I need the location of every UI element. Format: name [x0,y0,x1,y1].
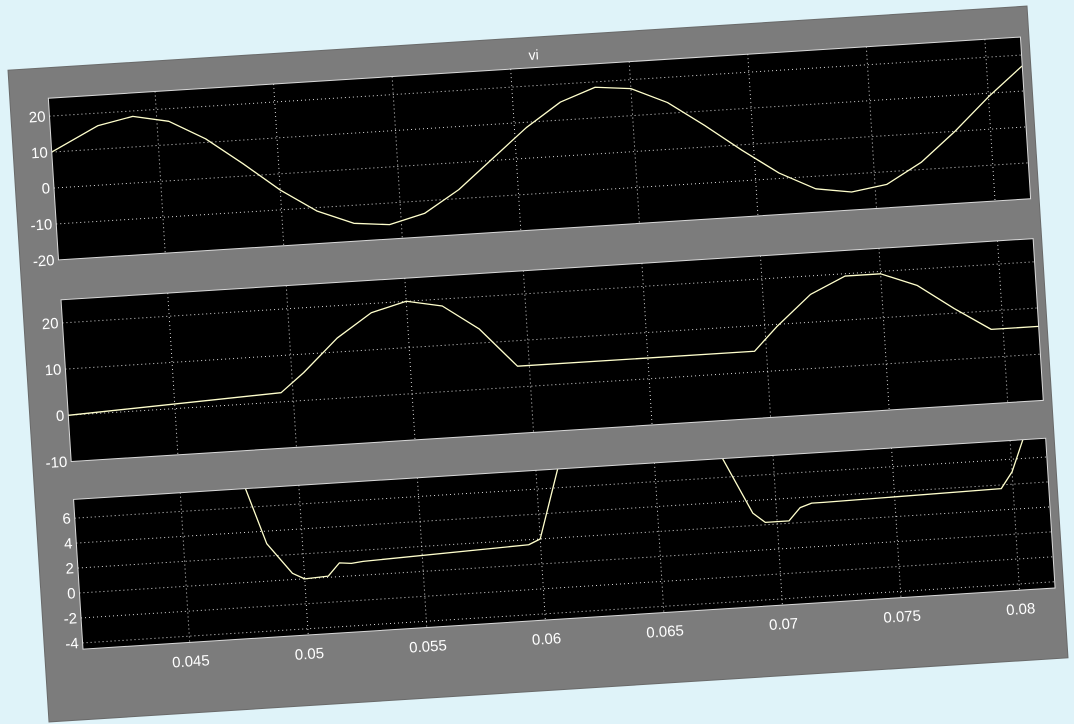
x-gridline [891,447,902,598]
x-gridline [878,248,890,411]
x-gridline [179,492,191,643]
y-tick-label: 6 [62,510,71,527]
y-tick-label: -10 [30,216,53,234]
y-tick-label: 10 [31,144,49,162]
x-gridline [997,240,1009,403]
scope-window: 20 10 0 -10 -20 vi 20 10 0 -10 6 4 2 0 -2 -4 0.045 0.05 0.… [8,6,1068,722]
x-gridline [404,278,416,440]
x-tick-label: 0.055 [409,637,448,656]
y-tick-label: 0 [67,585,76,602]
x-gridline [1009,440,1021,591]
y-tick-label: 10 [44,361,62,379]
y-tick-label: 2 [65,560,74,577]
plot-area [73,438,1056,650]
x-tick-label: 0.07 [769,615,799,634]
plot-panel-1: 20 10 0 -10 -20 vi [28,36,1032,270]
y-tick-label: -10 [45,454,68,472]
x-gridline [759,255,772,418]
x-tick-label: 0.075 [883,607,922,626]
y-tick-label: -4 [65,635,79,653]
plot-area [48,37,1031,260]
signal-trace [51,65,1023,226]
x-gridline [167,293,179,455]
x-gridline [772,455,783,606]
x-gridline [628,61,640,224]
y-tick-label: 0 [55,408,64,425]
x-gridline [865,46,877,209]
y-tick-label: 0 [41,180,50,197]
y-tick-label: -2 [63,610,77,628]
x-gridline [653,462,665,613]
x-gridline [535,470,546,621]
x-gridline [416,477,428,628]
plot-panel-3: 6 4 2 0 -2 -4 0.045 0.05 0.055 0.06 0.065 0.07 0.075… [62,437,1056,672]
x-gridline [747,54,759,216]
plot-area [61,238,1044,462]
x-gridline [273,84,285,246]
plot-border [60,238,1044,463]
y-tick-label: 20 [41,315,59,333]
x-tick-label: 0.065 [646,622,685,641]
x-gridline [641,263,653,425]
y-tick-label: 20 [28,108,46,126]
plot-border [73,437,1056,650]
plot-title: vi [528,46,539,63]
x-gridline [285,285,297,448]
y-tick-label: -20 [32,252,55,270]
plot-border [47,36,1032,261]
x-tick-label: 0.06 [531,630,561,649]
x-tick-label: 0.05 [294,645,324,664]
y-tick-label: 4 [64,535,73,552]
x-gridline [984,39,996,202]
x-tick-label: 0.045 [172,652,211,671]
x-gridline [391,76,403,239]
plot-panel-2: 20 10 0 -10 [41,238,1044,472]
x-gridline [298,485,309,635]
x-gridline [154,91,166,254]
x-tick-label: 0.08 [1006,600,1036,619]
signal-trace [68,273,1039,416]
x-gridline [522,270,535,433]
